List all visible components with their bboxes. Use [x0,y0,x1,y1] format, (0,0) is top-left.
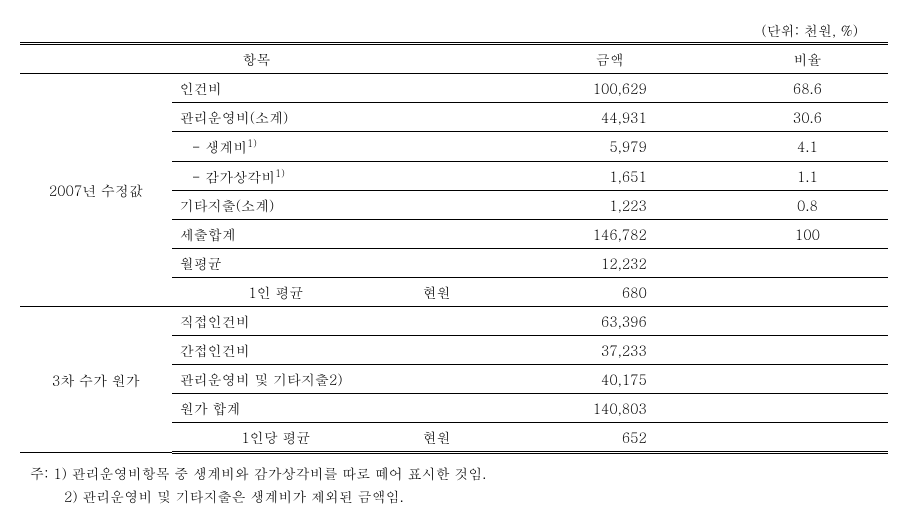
item-label: - 감가상각비1) [172,161,493,191]
ratio-cell [727,307,888,336]
item-label: 1인 평균 [172,278,381,307]
ratio-cell [727,336,888,365]
group-label: 2007년 수정값 [20,74,172,307]
ratio-cell [727,365,888,394]
item-label: 1인당 평균 [172,423,381,453]
ratio-cell: 1.1 [727,161,888,191]
item-label: 기타지출(소계) [172,191,493,220]
ratio-cell [727,249,888,278]
amount-cell: 37,233 [493,336,727,365]
ratio-cell [727,278,888,307]
header-amount: 금액 [493,44,727,74]
subitem-label: 현원 [380,423,493,453]
item-label: 세출합계 [172,220,493,249]
ratio-cell: 100 [727,220,888,249]
item-label: 관리운영비(소계) [172,103,493,132]
ratio-cell: 0.8 [727,191,888,220]
amount-cell: 680 [493,278,727,307]
amount-cell: 44,931 [493,103,727,132]
item-label: 관리운영비 및 기타지출2) [172,365,493,394]
ratio-cell [727,423,888,453]
item-label: 간접인건비 [172,336,493,365]
amount-cell: 40,175 [493,365,727,394]
data-table: 항목금액비율2007년 수정값인건비100,62968.6관리운영비(소계)44… [20,42,888,454]
amount-cell: 63,396 [493,307,727,336]
amount-cell: 652 [493,423,727,453]
table-row: 3차 수가 원가직접인건비63,396 [20,307,888,336]
group-label: 3차 수가 원가 [20,307,172,453]
amount-cell: 1,651 [493,161,727,191]
item-label: 월평균 [172,249,493,278]
item-label: 원가 합계 [172,394,493,423]
ratio-cell: 68.6 [727,74,888,103]
ratio-cell: 4.1 [727,132,888,162]
note-line-1: 주: 1) 관리운영비항목 중 생계비와 감가상각비를 따로 떼어 표시한 것임… [30,462,888,484]
amount-cell: 1,223 [493,191,727,220]
amount-cell: 140,803 [493,394,727,423]
ratio-cell: 30.6 [727,103,888,132]
item-label: - 생계비1) [172,132,493,162]
unit-label: (단위: 천원, %) [20,20,888,40]
subitem-label: 현원 [380,278,493,307]
amount-cell: 146,782 [493,220,727,249]
amount-cell: 5,979 [493,132,727,162]
amount-cell: 100,629 [493,74,727,103]
note-line-2: 2) 관리운영비 및 기타지출은 생계비가 제외된 금액임. [30,485,888,507]
item-label: 인건비 [172,74,493,103]
item-label: 직접인건비 [172,307,493,336]
header-item: 항목 [20,44,493,74]
amount-cell: 12,232 [493,249,727,278]
header-ratio: 비율 [727,44,888,74]
ratio-cell [727,394,888,423]
table-notes: 주: 1) 관리운영비항목 중 생계비와 감가상각비를 따로 떼어 표시한 것임… [20,462,888,507]
table-row: 2007년 수정값인건비100,62968.6 [20,74,888,103]
